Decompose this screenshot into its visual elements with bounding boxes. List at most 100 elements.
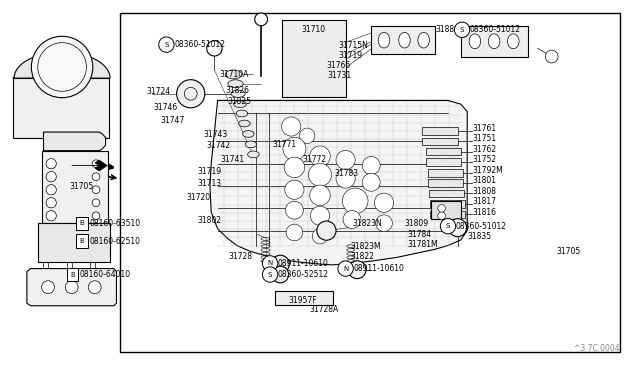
Text: 31728: 31728: [229, 252, 253, 261]
Text: B: B: [79, 220, 84, 226]
Text: 31705: 31705: [557, 247, 581, 256]
Polygon shape: [13, 78, 109, 138]
Ellipse shape: [231, 90, 245, 97]
Circle shape: [31, 36, 93, 98]
Text: N: N: [268, 260, 273, 266]
Text: 31752: 31752: [472, 155, 497, 164]
Text: 31772: 31772: [302, 155, 326, 164]
Circle shape: [317, 221, 336, 240]
Text: 31880: 31880: [435, 25, 460, 34]
Text: S: S: [446, 223, 450, 229]
Polygon shape: [426, 158, 461, 166]
Polygon shape: [210, 100, 467, 265]
Bar: [76, 217, 88, 230]
Circle shape: [310, 146, 330, 167]
Circle shape: [177, 80, 205, 108]
Circle shape: [88, 281, 101, 294]
Circle shape: [285, 180, 304, 199]
Circle shape: [362, 157, 380, 174]
Polygon shape: [42, 151, 108, 223]
Ellipse shape: [248, 151, 259, 158]
Polygon shape: [282, 20, 346, 97]
Text: S: S: [164, 42, 168, 48]
Text: 31826: 31826: [226, 86, 250, 94]
Text: 31792M: 31792M: [472, 166, 503, 175]
Circle shape: [342, 188, 368, 214]
Polygon shape: [275, 291, 333, 305]
Circle shape: [207, 41, 222, 56]
Circle shape: [343, 211, 361, 228]
Text: B: B: [70, 272, 75, 278]
Circle shape: [338, 261, 353, 276]
Text: 31724: 31724: [146, 87, 170, 96]
Text: 31823N: 31823N: [353, 219, 382, 228]
Ellipse shape: [234, 101, 246, 108]
Text: 08911-10610: 08911-10610: [353, 264, 404, 273]
Text: 31710: 31710: [301, 25, 326, 34]
Polygon shape: [27, 269, 116, 306]
Text: 31705: 31705: [69, 182, 93, 191]
Text: N: N: [343, 266, 348, 272]
Text: 08160-64010: 08160-64010: [80, 270, 131, 279]
Ellipse shape: [469, 34, 481, 49]
Ellipse shape: [243, 131, 254, 137]
Ellipse shape: [399, 32, 410, 48]
Circle shape: [255, 13, 268, 26]
Ellipse shape: [228, 80, 243, 87]
Circle shape: [336, 169, 355, 188]
Circle shape: [272, 266, 289, 283]
Text: 31817: 31817: [472, 197, 497, 206]
Circle shape: [42, 281, 54, 294]
Circle shape: [65, 281, 78, 294]
Ellipse shape: [239, 120, 250, 127]
Circle shape: [454, 22, 470, 38]
Text: 31719: 31719: [338, 51, 362, 60]
Circle shape: [262, 256, 278, 271]
Text: 31957F: 31957F: [288, 296, 317, 305]
Circle shape: [284, 157, 305, 178]
Text: 31808: 31808: [472, 187, 497, 196]
Text: 08160-63510: 08160-63510: [90, 219, 141, 228]
Circle shape: [362, 173, 380, 191]
Circle shape: [92, 173, 100, 180]
Polygon shape: [430, 211, 465, 218]
Ellipse shape: [508, 34, 519, 49]
Polygon shape: [44, 132, 106, 151]
Text: 31720: 31720: [187, 193, 211, 202]
Text: 08360-51012: 08360-51012: [174, 40, 225, 49]
Ellipse shape: [488, 34, 500, 49]
Ellipse shape: [418, 32, 429, 48]
Text: S: S: [460, 27, 464, 33]
Text: 31766: 31766: [326, 61, 351, 70]
Text: 31762: 31762: [472, 145, 497, 154]
Circle shape: [46, 171, 56, 182]
Text: 31802: 31802: [197, 216, 221, 225]
Circle shape: [283, 137, 306, 160]
Text: 31719: 31719: [197, 167, 221, 176]
Text: 08360-51012: 08360-51012: [456, 222, 507, 231]
Text: 31751: 31751: [472, 134, 497, 143]
Circle shape: [545, 50, 558, 63]
Text: 31731: 31731: [328, 71, 352, 80]
Circle shape: [440, 218, 456, 234]
Circle shape: [308, 163, 332, 186]
Text: 31710A: 31710A: [219, 70, 248, 79]
Circle shape: [286, 224, 303, 241]
Polygon shape: [38, 223, 110, 262]
Polygon shape: [431, 201, 461, 219]
Circle shape: [300, 128, 315, 144]
Text: B: B: [79, 238, 84, 244]
Text: 31835: 31835: [468, 232, 492, 241]
Circle shape: [46, 198, 56, 208]
Circle shape: [271, 255, 289, 273]
Circle shape: [312, 228, 328, 244]
Text: 08360-51012: 08360-51012: [470, 25, 521, 34]
Circle shape: [92, 160, 100, 167]
Text: 31713: 31713: [197, 179, 221, 187]
Text: 31822: 31822: [351, 252, 374, 261]
Polygon shape: [13, 52, 110, 78]
Circle shape: [449, 219, 467, 237]
Circle shape: [374, 193, 394, 212]
Polygon shape: [428, 169, 463, 177]
Text: 31746: 31746: [154, 103, 178, 112]
